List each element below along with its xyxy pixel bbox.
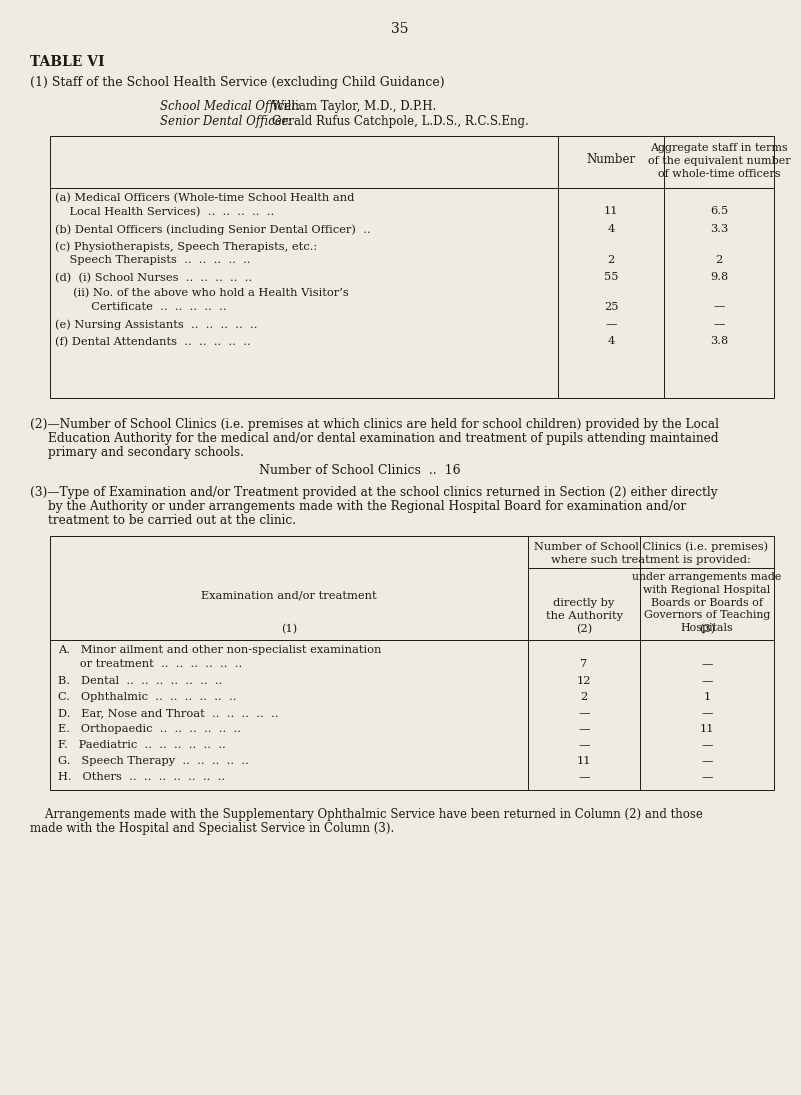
Text: William Taylor, M.D., D.P.H.: William Taylor, M.D., D.P.H. <box>272 100 437 113</box>
Text: treatment to be carried out at the clinic.: treatment to be carried out at the clini… <box>48 514 296 527</box>
Text: under arrangements made
with Regional Hospital
Boards or Boards of
Governors of : under arrangements made with Regional Ho… <box>632 572 782 633</box>
Bar <box>50 136 774 397</box>
Text: —: — <box>702 708 713 718</box>
Text: —: — <box>578 708 590 718</box>
Text: C.   Ophthalmic  ..  ..  ..  ..  ..  ..: C. Ophthalmic .. .. .. .. .. .. <box>58 692 236 702</box>
Text: 1: 1 <box>703 692 710 702</box>
Text: Aggregate staff in terms
of the equivalent number
of whole-time officers: Aggregate staff in terms of the equivale… <box>648 143 791 180</box>
Text: 6.5: 6.5 <box>710 207 728 217</box>
Text: 12: 12 <box>577 676 591 685</box>
Text: (2)—Number of School Clinics (i.e. premises at which clinics are held for school: (2)—Number of School Clinics (i.e. premi… <box>30 418 719 431</box>
Text: F.   Paediatric  ..  ..  ..  ..  ..  ..: F. Paediatric .. .. .. .. .. .. <box>58 740 226 750</box>
Text: (1) Staff of the School Health Service (excluding Child Guidance): (1) Staff of the School Health Service (… <box>30 76 445 89</box>
Text: 35: 35 <box>391 22 409 36</box>
Text: (ii) No. of the above who hold a Health Visitor’s: (ii) No. of the above who hold a Health … <box>55 288 348 298</box>
Text: 11: 11 <box>700 724 714 734</box>
Text: B.   Dental  ..  ..  ..  ..  ..  ..  ..: B. Dental .. .. .. .. .. .. .. <box>58 676 223 685</box>
Text: —: — <box>714 319 725 328</box>
Text: Number of School Clinics (i.e. premises)
where such treatment is provided:: Number of School Clinics (i.e. premises)… <box>534 541 768 565</box>
Text: (b) Dental Officers (including Senior Dental Officer)  ..: (b) Dental Officers (including Senior De… <box>55 224 371 234</box>
Text: School Medical Officer:: School Medical Officer: <box>160 100 300 113</box>
Text: —: — <box>702 676 713 685</box>
Text: —: — <box>702 740 713 750</box>
Text: TABLE VI: TABLE VI <box>30 55 105 69</box>
Text: Local Health Services)  ..  ..  ..  ..  ..: Local Health Services) .. .. .. .. .. <box>55 207 274 217</box>
Text: —: — <box>606 319 617 328</box>
Text: —: — <box>714 301 725 311</box>
Text: —: — <box>702 659 713 669</box>
Text: Certificate  ..  ..  ..  ..  ..: Certificate .. .. .. .. .. <box>55 301 227 311</box>
Text: E.   Orthopaedic  ..  ..  ..  ..  ..  ..: E. Orthopaedic .. .. .. .. .. .. <box>58 724 241 734</box>
Text: Gerald Rufus Catchpole, L.D.S., R.C.S.Eng.: Gerald Rufus Catchpole, L.D.S., R.C.S.En… <box>272 115 529 128</box>
Text: Education Authority for the medical and/or dental examination and treatment of p: Education Authority for the medical and/… <box>48 433 718 445</box>
Text: 4: 4 <box>607 336 614 346</box>
Text: Arrangements made with the Supplementary Ophthalmic Service have been returned i: Arrangements made with the Supplementary… <box>30 808 702 821</box>
Text: —: — <box>578 740 590 750</box>
Text: —: — <box>702 772 713 782</box>
Text: (f) Dental Attendants  ..  ..  ..  ..  ..: (f) Dental Attendants .. .. .. .. .. <box>55 336 251 347</box>
Text: G.   Speech Therapy  ..  ..  ..  ..  ..: G. Speech Therapy .. .. .. .. .. <box>58 756 249 766</box>
Text: (2): (2) <box>576 624 592 634</box>
Text: Number of School Clinics  ..  16: Number of School Clinics .. 16 <box>260 464 461 477</box>
Text: Speech Therapists  ..  ..  ..  ..  ..: Speech Therapists .. .. .. .. .. <box>55 255 251 265</box>
Text: (3)—Type of Examination and/or Treatment provided at the school clinics returned: (3)—Type of Examination and/or Treatment… <box>30 486 718 499</box>
Text: (c) Physiotherapists, Speech Therapists, etc.:: (c) Physiotherapists, Speech Therapists,… <box>55 242 317 252</box>
Text: 11: 11 <box>577 756 591 766</box>
Text: 3.8: 3.8 <box>710 336 728 346</box>
Text: directly by
the Authority: directly by the Authority <box>545 598 622 621</box>
Bar <box>50 535 774 789</box>
Text: 2: 2 <box>715 255 723 265</box>
Text: Number: Number <box>586 153 635 166</box>
Text: —: — <box>702 756 713 766</box>
Text: (e) Nursing Assistants  ..  ..  ..  ..  ..: (e) Nursing Assistants .. .. .. .. .. <box>55 319 257 330</box>
Text: —: — <box>578 772 590 782</box>
Text: (1): (1) <box>281 624 297 634</box>
Text: H.   Others  ..  ..  ..  ..  ..  ..  ..: H. Others .. .. .. .. .. .. .. <box>58 772 225 782</box>
Text: by the Authority or under arrangements made with the Regional Hospital Board for: by the Authority or under arrangements m… <box>48 500 686 512</box>
Text: 25: 25 <box>604 301 618 311</box>
Text: 7: 7 <box>581 659 588 669</box>
Text: 2: 2 <box>607 255 614 265</box>
Text: 3.3: 3.3 <box>710 224 728 234</box>
Text: (3): (3) <box>699 624 715 634</box>
Text: —: — <box>578 724 590 734</box>
Text: Examination and/or treatment: Examination and/or treatment <box>201 590 376 600</box>
Text: primary and secondary schools.: primary and secondary schools. <box>48 446 244 459</box>
Text: 9.8: 9.8 <box>710 273 728 283</box>
Text: D.   Ear, Nose and Throat  ..  ..  ..  ..  ..: D. Ear, Nose and Throat .. .. .. .. .. <box>58 708 279 718</box>
Text: or treatment  ..  ..  ..  ..  ..  ..: or treatment .. .. .. .. .. .. <box>58 659 242 669</box>
Text: Senior Dental Officer:: Senior Dental Officer: <box>160 115 292 128</box>
Text: made with the Hospital and Specialist Service in Column (3).: made with the Hospital and Specialist Se… <box>30 822 394 835</box>
Text: (a) Medical Officers (Whole-time School Health and: (a) Medical Officers (Whole-time School … <box>55 193 354 204</box>
Text: 2: 2 <box>581 692 588 702</box>
Text: 55: 55 <box>604 273 618 283</box>
Text: 11: 11 <box>604 207 618 217</box>
Text: 4: 4 <box>607 224 614 234</box>
Text: (d)  (i) School Nurses  ..  ..  ..  ..  ..: (d) (i) School Nurses .. .. .. .. .. <box>55 273 252 283</box>
Text: A.   Minor ailment and other non-specialist examination: A. Minor ailment and other non-specialis… <box>58 645 381 655</box>
